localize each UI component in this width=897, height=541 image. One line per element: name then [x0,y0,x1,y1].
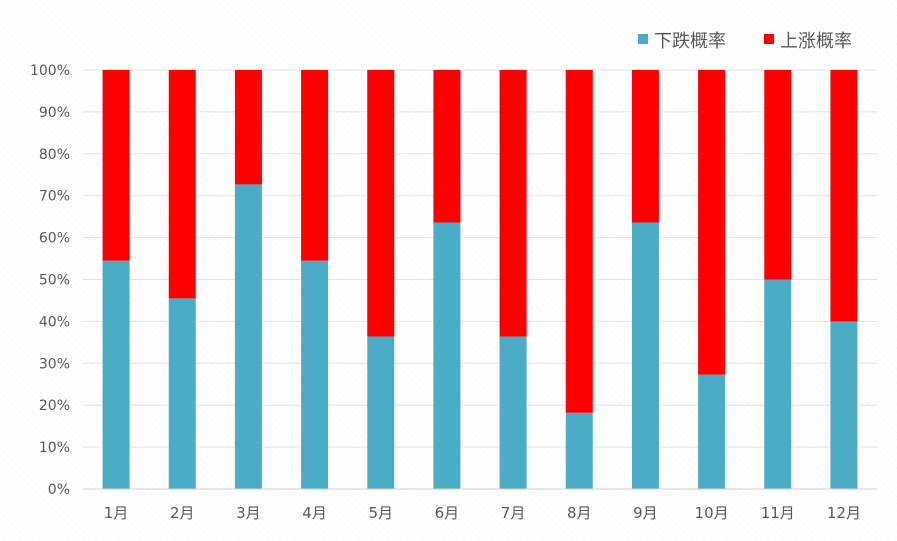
bar-rising [565,70,593,413]
bar-falling [499,336,527,489]
bar-falling [698,374,726,489]
x-tick-label: 7月 [501,504,526,522]
bar-rising [168,70,196,299]
bar-falling [102,260,130,489]
y-tick-label: 90% [39,105,70,121]
legend-swatch-falling [638,34,648,44]
bar-rising [301,70,329,261]
y-tick-label: 60% [39,231,70,247]
y-tick-label: 50% [39,273,70,289]
legend-label-rising: 上涨概率 [780,31,852,52]
bar-falling [631,222,659,490]
bar-falling [764,279,792,489]
y-tick-label: 100% [30,63,70,79]
x-tick-label: 2月 [170,504,195,522]
bar-falling [367,336,395,489]
x-tick-label: 12月 [827,504,861,522]
y-tick-label: 70% [39,189,70,205]
bar-falling [301,260,329,489]
bars [102,70,858,490]
y-tick-label: 80% [39,147,70,163]
legend: 下跌概率 上涨概率 [638,31,852,52]
y-tick-label: 20% [39,398,70,414]
bar-falling [433,222,461,490]
bar-falling [234,184,262,489]
bar-rising [499,70,527,337]
bar-falling [830,321,858,489]
y-axis-ticks: 0% 10% 20% 30% 40% 50% 60% 70% 80% 90% 100% [30,63,70,498]
x-tick-label: 9月 [633,504,658,522]
x-tick-label: 8月 [567,504,592,522]
x-tick-label: 1月 [104,504,129,522]
bar-rising [102,70,130,261]
x-tick-label: 4月 [302,504,327,522]
bar-falling [168,298,196,489]
legend-swatch-rising [764,34,774,44]
x-tick-label: 6月 [435,504,460,522]
y-tick-label: 40% [39,314,70,330]
x-tick-label: 10月 [695,504,729,522]
x-axis-ticks: 1月 2月 3月 4月 5月 6月 7月 8月 9月 10月 11月 12月 [104,504,861,522]
bar-rising [367,70,395,337]
bar-rising [764,70,792,280]
y-tick-label: 30% [39,356,70,372]
x-tick-label: 5月 [368,504,393,522]
bar-rising [433,70,461,223]
bar-rising [234,70,262,185]
bar-rising [698,70,726,375]
y-tick-label: 0% [48,482,70,498]
x-tick-label: 3月 [236,504,261,522]
gridlines [83,69,877,448]
bar-rising [631,70,659,223]
y-tick-label: 10% [39,440,70,456]
x-tick-label: 11月 [761,504,795,522]
bar-falling [565,412,593,489]
legend-label-falling: 下跌概率 [654,31,726,52]
bar-rising [830,70,858,322]
